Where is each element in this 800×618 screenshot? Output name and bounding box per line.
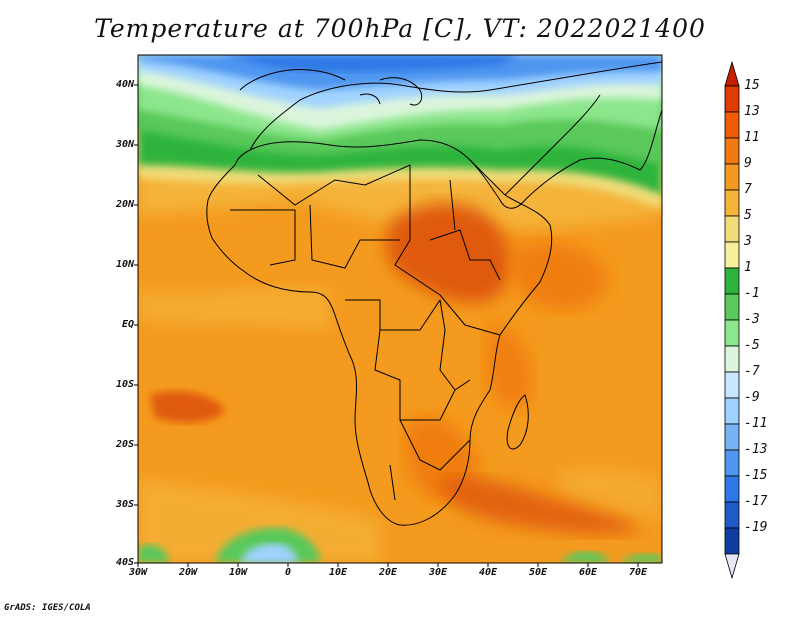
colorbar-swatch: [724, 267, 740, 295]
colorbar-swatch: [724, 137, 740, 165]
lon-label-10w: 10W: [228, 567, 248, 578]
temperature-field: [138, 55, 662, 563]
colorbar-swatch: [724, 423, 740, 451]
colorbar-swatch: [724, 111, 740, 139]
colorbar-label: 1: [744, 260, 752, 275]
lon-label-70e: 70E: [628, 567, 648, 578]
lat-ticks: [134, 84, 138, 564]
lon-label-20e: 20E: [378, 567, 398, 578]
colorbar-swatch: [724, 319, 740, 347]
lat-label-20s: 20S: [115, 439, 134, 450]
colorbar-label: -13: [744, 442, 768, 457]
lon-label-50e: 50E: [528, 567, 548, 578]
lon-label-30e: 30E: [428, 567, 448, 578]
colorbar-label: 9: [744, 156, 752, 171]
colorbar-swatch: [724, 293, 740, 321]
lon-label-20w: 20W: [178, 567, 198, 578]
coastlines: [206, 61, 662, 526]
map-frame: [137, 54, 663, 564]
colorbar-swatch: [724, 163, 740, 191]
colorbar-label: 15: [744, 78, 760, 93]
lon-label-60e: 60E: [578, 567, 598, 578]
lat-label-40n: 40N: [115, 79, 134, 90]
lat-label-40s: 40S: [115, 557, 134, 568]
lon-label-0: 0: [284, 567, 292, 578]
colorbar-label: -15: [744, 468, 768, 483]
colorbar-swatch: [724, 501, 740, 529]
lat-label-30s: 30S: [115, 499, 134, 510]
colorbar-label: 7: [744, 182, 752, 197]
colorbar: [724, 60, 740, 580]
colorbar-swatch: [724, 371, 740, 399]
colorbar-top-arrow: [724, 60, 740, 87]
colorbar-label: -9: [744, 390, 760, 405]
lat-label-10s: 10S: [115, 379, 134, 390]
colorbar-swatch: [724, 397, 740, 425]
colorbar-label: -17: [744, 494, 768, 509]
colorbar-label: -7: [744, 364, 760, 379]
colorbar-swatch: [724, 345, 740, 373]
lon-label-30w: 30W: [128, 567, 148, 578]
colorbar-swatch: [724, 449, 740, 477]
chart-title: Temperature at 700hPa [C], VT: 202202140…: [94, 14, 706, 43]
colorbar-bottom-arrow: [724, 553, 740, 580]
colorbar-label: 3: [744, 234, 752, 249]
colorbar-swatch: [724, 475, 740, 503]
colorbar-label: -3: [744, 312, 760, 327]
lon-ticks: [137, 563, 639, 567]
colorbar-swatch: [724, 527, 740, 555]
lat-label-20n: 20N: [115, 199, 134, 210]
lat-label-10n: 10N: [115, 259, 134, 270]
lon-label-10e: 10E: [328, 567, 348, 578]
colorbar-label: -5: [744, 338, 760, 353]
lon-label-40e: 40E: [478, 567, 498, 578]
credit-text: GrADS: IGES/COLA: [4, 603, 91, 613]
colorbar-label: 5: [744, 208, 752, 223]
colorbar-label: 11: [744, 130, 760, 145]
colorbar-swatch: [724, 241, 740, 269]
colorbar-swatch: [724, 215, 740, 243]
colorbar-label: 13: [744, 104, 760, 119]
colorbar-swatch: [724, 189, 740, 217]
lat-label-eq: EQ: [121, 319, 134, 330]
colorbar-label: -19: [744, 520, 768, 535]
colorbar-label: -1: [744, 286, 760, 301]
colorbar-swatch: [724, 85, 740, 113]
lat-label-30n: 30N: [115, 139, 134, 150]
colorbar-label: -11: [744, 416, 768, 431]
